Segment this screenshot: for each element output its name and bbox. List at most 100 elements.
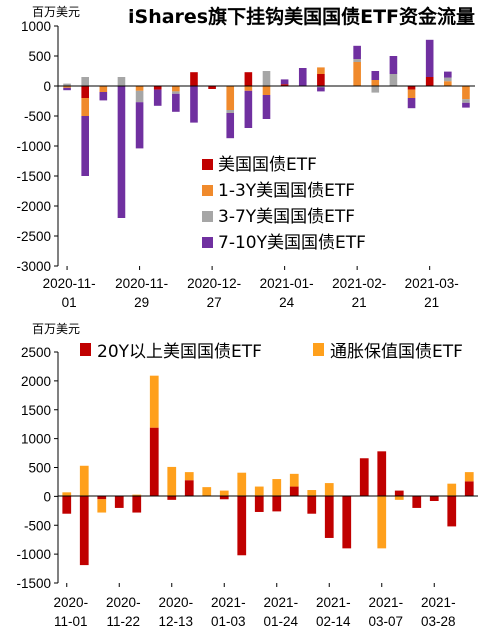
chart2-y-axis: 2500 2000 1500 1000 500 0 -500 -1000 -1500: [16, 345, 58, 591]
chart2-y-tick-label: 1500: [21, 403, 51, 418]
chart1-bar-s3-9: [226, 110, 235, 113]
chart1-bar-s2-16: [353, 62, 361, 86]
chart1-legend: 美国国债ETF 1-3Y美国国债ETF 3-7Y美国国债ETF 7-10Y美国国债ET…: [202, 155, 366, 253]
chart2-y-tick-label: 2500: [21, 345, 51, 360]
chart2-unit-label: 百万美元: [32, 322, 80, 336]
chart1-bar-s1-8: [208, 86, 216, 89]
chart1-legend-label: 3-7Y美国国债ETF: [218, 207, 355, 227]
chart1-y-tick-label: -2500: [16, 229, 51, 244]
chart1-bar-s2-6: [172, 86, 180, 92]
chart2-x-tick-label: 02-14: [316, 614, 351, 629]
chart1-bar-s3-21: [444, 77, 452, 82]
chart2-bar-s2-9: [219, 490, 229, 497]
chart2-x-tick-label: 2021-: [421, 595, 456, 610]
chart2-bar-s1-0: [62, 496, 72, 514]
chart1-bar-s2-19: [407, 89, 416, 98]
chart1-bar-s4-11: [262, 95, 271, 119]
chart2-x-tick-label: 01-03: [211, 614, 246, 629]
chart1-legend-label: 1-3Y美国国债ETF: [218, 181, 355, 201]
chart1-bar-s4-20: [425, 39, 434, 77]
chart1-bar-s3-1: [81, 77, 89, 86]
chart1-bar-s2-22: [462, 86, 470, 100]
chart1-x-tick-label: 2021-02-: [332, 276, 386, 291]
chart2-bar-s1-5: [149, 427, 159, 497]
chart1-bar-s4-7: [190, 86, 198, 123]
chart2-y-tick-label: 500: [28, 461, 51, 476]
chart1-bar-s1-10: [244, 72, 253, 86]
chart2-x-tick-label: 12-13: [159, 614, 194, 629]
chart1-x-tick-label: 24: [279, 295, 295, 310]
chart1-y-tick-label: -500: [24, 109, 51, 124]
chart2-bar-s1-21: [429, 496, 439, 501]
chart2-bar-s1-7: [184, 480, 194, 497]
chart1-bar-s3-11: [262, 71, 271, 86]
chart1-bar-s1-5: [153, 86, 162, 90]
chart2-bar-s1-16: [342, 496, 352, 549]
chart2-y-tick-label: 1000: [21, 432, 51, 447]
chart1-legend-swatch: [202, 211, 213, 222]
chart1-bar-s4-6: [172, 93, 180, 112]
chart2-bar-s1-1: [79, 496, 89, 566]
chart2-bar-s2-23: [464, 472, 474, 482]
chart1-x-tick-label: 01: [62, 295, 77, 310]
chart1-bar-s2-14: [317, 67, 325, 74]
chart1-y-tick-label: -1500: [16, 169, 51, 184]
chart2-x-tick-label: 03-07: [369, 614, 404, 629]
chart2-bar-s2-1: [79, 465, 89, 497]
chart1-bar-s2-1: [81, 98, 89, 116]
chart2-bar-s1-17: [359, 458, 369, 497]
chart2-bar-s1-10: [237, 496, 247, 556]
chart2-x-tick-label: 2020-: [106, 595, 141, 610]
chart2-x-tick-label: 2021-: [316, 595, 351, 610]
chart1-bar-s4-4: [135, 102, 144, 149]
chart1-y-tick-label: 1000: [21, 19, 51, 34]
chart2-bar-s1-23: [464, 481, 474, 497]
chart1-y-tick-label: 0: [43, 79, 51, 94]
chart1-bar-s2-17: [371, 80, 380, 86]
chart2-x-tick-label: 11-22: [107, 614, 141, 629]
chart2-bar-s1-3: [114, 496, 124, 508]
chart2-bar-s1-22: [447, 496, 457, 527]
chart2-legend-swatch: [80, 343, 91, 356]
chart1-y-tick-label: -3000: [16, 259, 51, 274]
chart1-bar-s1-1: [81, 86, 89, 98]
chart1-x-tick-label: 2020-11-: [43, 276, 96, 291]
chart2-x-tick-label: 01-24: [264, 614, 299, 629]
chart1-x-tick-label: 21: [352, 295, 367, 310]
chart1-bar-s2-4: [135, 86, 144, 91]
chart2-x-tick-label: 2021-: [264, 595, 299, 610]
chart1-bar-s1-19: [407, 86, 416, 90]
chart1-title: iShares旗下挂钩美国国债ETF资金流量: [128, 5, 475, 28]
chart2-bar-s2-13: [289, 473, 299, 487]
chart1-bar-s4-2: [99, 92, 108, 101]
chart1-bar-s1-14: [317, 74, 325, 86]
chart1-legend-swatch: [202, 185, 213, 196]
chart1-x-tick-label: 29: [134, 295, 149, 310]
chart2-bar-s2-18: [377, 496, 387, 549]
chart1-bar-s4-21: [444, 71, 452, 78]
chart1: 百万美元 iShares旗下挂钩美国国债ETF资金流量 1000 500 0 -500…: [16, 5, 475, 310]
chart2-x-tick-label: 03-28: [421, 614, 456, 629]
chart2-bar-s1-9: [219, 496, 229, 500]
chart2-bar-s2-0: [62, 492, 72, 497]
chart1-bar-s3-14: [317, 86, 325, 88]
chart2-bar-s2-2: [97, 499, 107, 513]
chart1-bar-s4-22: [462, 102, 470, 108]
chart1-bar-s4-18: [389, 56, 398, 74]
chart1-bars: [63, 39, 470, 218]
chart2-bar-s1-20: [412, 496, 422, 508]
chart1-bar-s4-10: [244, 90, 253, 128]
chart1-bar-s4-19: [407, 98, 416, 109]
chart1-x-tick-label: 21: [424, 295, 439, 310]
chart2-bar-s1-15: [324, 496, 334, 538]
chart1-x-axis: 2020-11- 01 2020-11- 29 2020-12- 27 2021-01- 24…: [43, 266, 459, 310]
chart1-bar-s1-12: [280, 84, 289, 86]
chart2-bar-s1-2: [97, 496, 107, 500]
chart2-bar-s1-14: [307, 496, 317, 514]
chart2-bar-s1-12: [272, 496, 282, 512]
chart1-bar-s4-13: [298, 68, 307, 86]
chart1-x-tick-label: 2021-03-: [405, 276, 459, 291]
chart2-legend: 20Y以上美国国债ETF 通胀保值国债ETF: [80, 342, 463, 362]
chart1-bar-s3-17: [371, 86, 380, 93]
